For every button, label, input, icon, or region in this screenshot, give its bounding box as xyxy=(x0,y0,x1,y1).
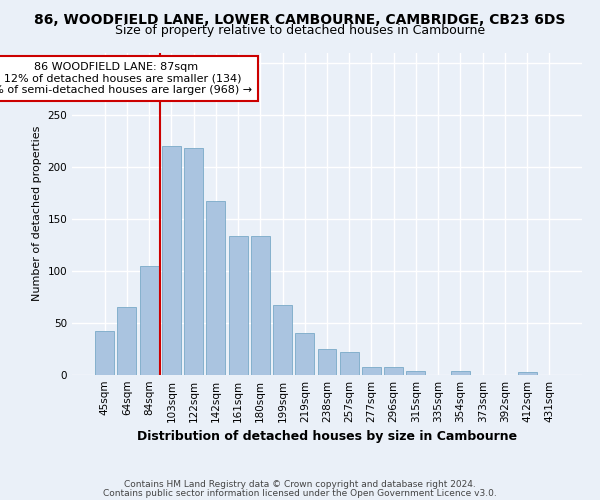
Bar xyxy=(340,352,359,375)
Bar xyxy=(251,236,270,375)
Text: Contains public sector information licensed under the Open Government Licence v3: Contains public sector information licen… xyxy=(103,489,497,498)
Text: 86 WOODFIELD LANE: 87sqm
← 12% of detached houses are smaller (134)
88% of semi-: 86 WOODFIELD LANE: 87sqm ← 12% of detach… xyxy=(0,62,253,95)
Bar xyxy=(317,349,337,375)
Bar xyxy=(140,266,158,375)
Bar xyxy=(406,371,425,375)
Bar xyxy=(118,308,136,375)
Bar xyxy=(518,372,536,375)
Text: Size of property relative to detached houses in Cambourne: Size of property relative to detached ho… xyxy=(115,24,485,37)
Bar xyxy=(451,371,470,375)
Bar xyxy=(162,146,181,375)
Bar xyxy=(384,366,403,375)
Bar xyxy=(229,236,248,375)
Text: 86, WOODFIELD LANE, LOWER CAMBOURNE, CAMBRIDGE, CB23 6DS: 86, WOODFIELD LANE, LOWER CAMBOURNE, CAM… xyxy=(34,12,566,26)
Bar xyxy=(184,148,203,375)
Text: Contains HM Land Registry data © Crown copyright and database right 2024.: Contains HM Land Registry data © Crown c… xyxy=(124,480,476,489)
Bar xyxy=(362,366,381,375)
Bar xyxy=(295,334,314,375)
Bar xyxy=(273,306,292,375)
Bar xyxy=(95,332,114,375)
X-axis label: Distribution of detached houses by size in Cambourne: Distribution of detached houses by size … xyxy=(137,430,517,444)
Y-axis label: Number of detached properties: Number of detached properties xyxy=(32,126,42,302)
Bar xyxy=(206,202,225,375)
